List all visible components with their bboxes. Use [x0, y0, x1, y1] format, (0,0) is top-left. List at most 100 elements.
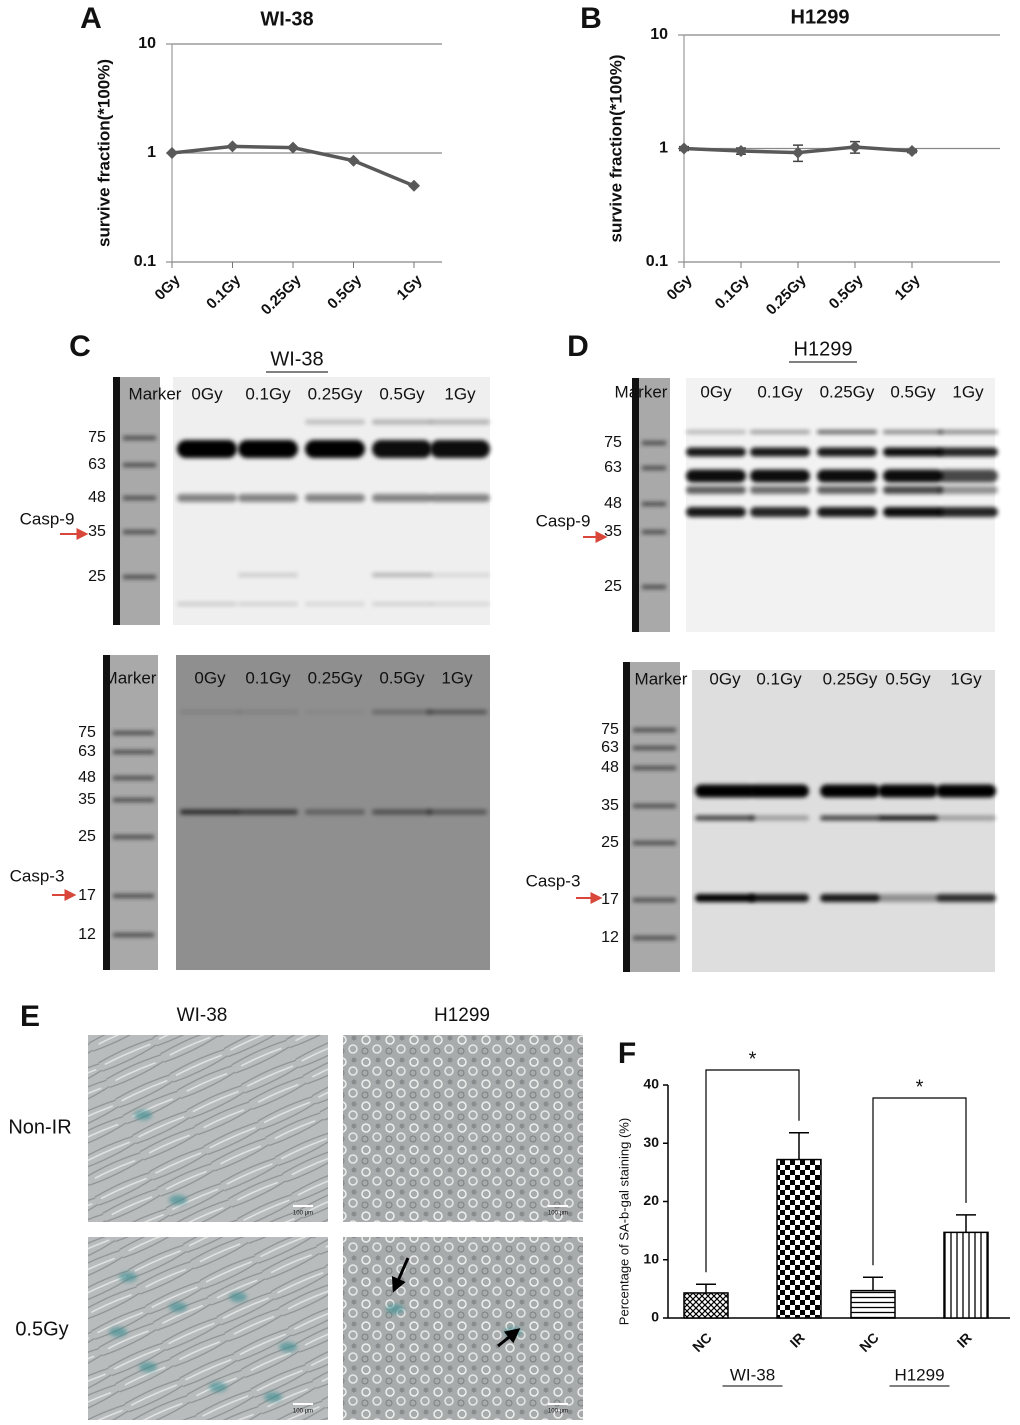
- data-point: [678, 142, 690, 155]
- y-tick-label: 10: [643, 1250, 659, 1266]
- ladder-band: [113, 776, 154, 780]
- data-point: [347, 154, 360, 167]
- blot-band: [430, 602, 490, 606]
- blot-band: [938, 430, 998, 434]
- lane-label: 0.5Gy: [885, 669, 931, 688]
- lane-label: 1Gy: [444, 384, 476, 403]
- lane-label: 0.1Gy: [757, 382, 803, 401]
- senescent-cell: [279, 1342, 297, 1352]
- blot-band: [695, 815, 755, 821]
- row-label: 0.5Gy: [15, 1318, 68, 1340]
- marker-strip: [113, 377, 160, 625]
- blot-band: [750, 486, 810, 494]
- blot-band: [749, 894, 809, 902]
- x-tick-label: 0.5Gy: [826, 271, 867, 312]
- lane-label: 0.5Gy: [890, 382, 936, 401]
- mw-label: 48: [604, 495, 622, 512]
- blot-band: [817, 469, 877, 483]
- blot-band: [686, 430, 746, 434]
- blot-band: [938, 469, 998, 483]
- ladder-band: [113, 731, 154, 735]
- panel-letter: B: [580, 2, 602, 35]
- mw-label: 75: [601, 721, 619, 738]
- y-tick-label: 40: [643, 1076, 659, 1092]
- mw-label: 63: [78, 743, 96, 760]
- blot-membrane: [692, 670, 995, 972]
- blot-band: [427, 809, 487, 815]
- blot-band: [305, 809, 365, 815]
- ladder-band: [123, 436, 156, 440]
- bar: [683, 1292, 729, 1319]
- blot-band: [883, 447, 943, 457]
- lane-label: 0Gy: [700, 382, 732, 401]
- blot-band: [883, 469, 943, 483]
- bar: [943, 1231, 989, 1319]
- blot-band: [238, 440, 298, 458]
- mw-label: 17: [601, 891, 619, 908]
- y-tick-label: 1: [147, 144, 156, 161]
- senescent-cell: [134, 1110, 152, 1120]
- data-point: [166, 147, 178, 159]
- blot-band: [238, 494, 298, 502]
- data-point: [849, 141, 861, 154]
- mw-label: 63: [88, 456, 106, 473]
- y-tick-label: 0.1: [646, 253, 668, 270]
- data-point: [226, 140, 239, 153]
- blot-title: H1299: [794, 338, 853, 360]
- marker-strip-edge: [113, 377, 120, 625]
- blot-band: [936, 894, 996, 902]
- blot-band: [883, 486, 943, 494]
- blot-membrane: [686, 378, 995, 632]
- scale-bar-label: 100 μm: [293, 1409, 313, 1415]
- blot-band: [750, 507, 810, 517]
- panel-letter: A: [80, 2, 102, 35]
- ladder-band: [633, 898, 676, 902]
- blot-band: [177, 440, 237, 458]
- blot-band: [372, 602, 432, 606]
- micrograph: [343, 1035, 583, 1222]
- error-bar: [863, 1276, 883, 1291]
- panel-letter: F: [618, 1037, 636, 1070]
- blot-band: [372, 710, 432, 714]
- blot-band: [238, 710, 298, 714]
- x-tick-label: 0.1Gy: [203, 271, 244, 312]
- marker-strip: [103, 655, 158, 970]
- x-tick-label: 0.25Gy: [763, 271, 810, 318]
- protein-label: Casp-3: [526, 871, 581, 890]
- ladder-band: [642, 585, 666, 589]
- error-bar: [956, 1214, 976, 1233]
- blot-band: [938, 507, 998, 517]
- protein-label: Casp-9: [20, 509, 75, 528]
- blot-band: [878, 815, 938, 821]
- mw-label: 48: [88, 489, 106, 506]
- data-point: [906, 145, 918, 158]
- ladder-band: [633, 841, 676, 845]
- blot-band: [430, 573, 490, 577]
- mw-label: 12: [78, 926, 96, 943]
- blot-band: [686, 486, 746, 494]
- blot-band: [820, 894, 880, 902]
- blot-band: [238, 809, 298, 815]
- scale-bar-label: 100 μm: [548, 1211, 568, 1217]
- senescent-cell: [109, 1327, 127, 1337]
- marker-strip-edge: [623, 662, 630, 972]
- lane-label: 0Gy: [709, 669, 741, 688]
- mw-label: 35: [78, 791, 96, 808]
- blot-band: [305, 710, 365, 714]
- ladder-band: [113, 835, 154, 839]
- senescent-cell: [119, 1272, 137, 1282]
- pointer-arrow: [391, 1257, 410, 1293]
- ladder-band: [123, 463, 156, 467]
- x-tick-label: IR: [787, 1329, 808, 1350]
- data-point: [735, 145, 747, 158]
- x-tick-label: NC: [856, 1329, 882, 1355]
- ladder-band: [633, 936, 676, 940]
- blot-band: [750, 469, 810, 483]
- mw-label: 63: [601, 739, 619, 756]
- blot-band: [750, 430, 810, 434]
- mw-label: 25: [78, 828, 96, 845]
- blot-band: [305, 419, 365, 425]
- blot-band: [749, 815, 809, 821]
- y-axis-label: survive fraction(*100%): [606, 54, 625, 242]
